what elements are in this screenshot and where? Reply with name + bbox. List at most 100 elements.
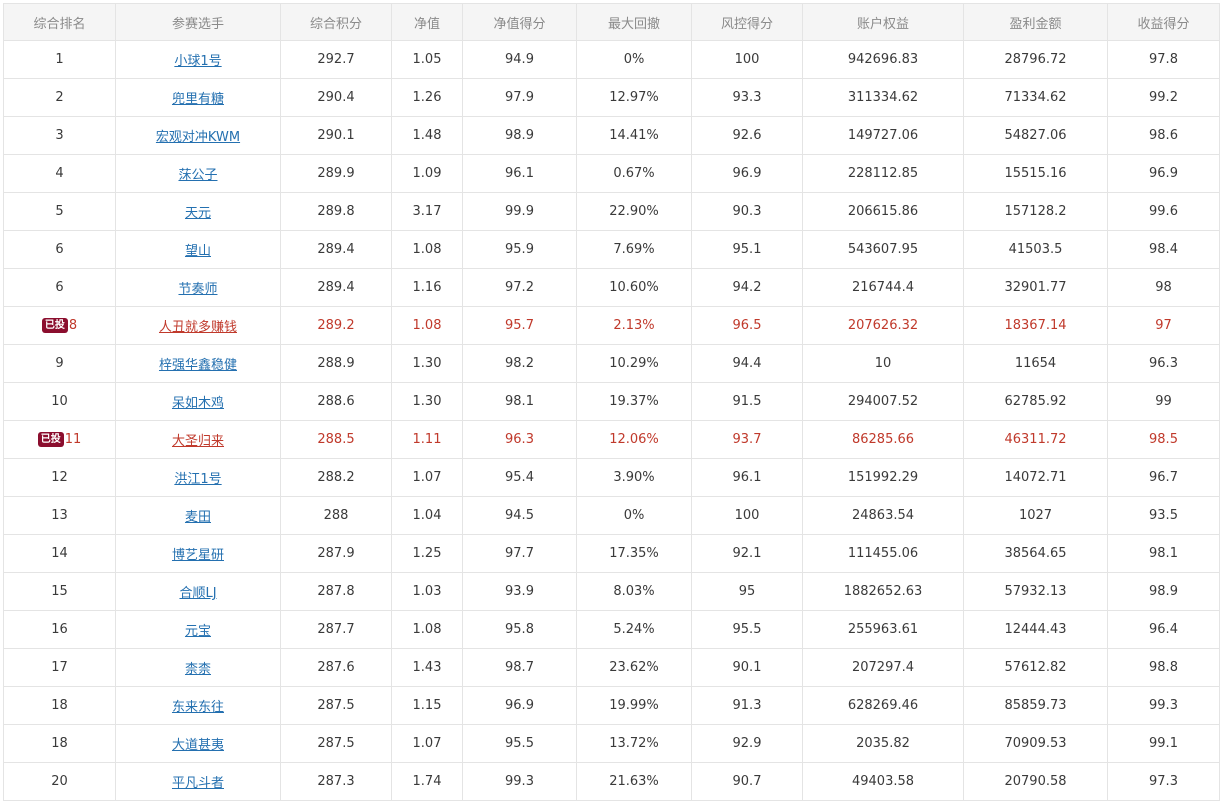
risk-score-cell: 92.6 <box>691 116 803 155</box>
profit-cell: 157128.2 <box>963 192 1108 231</box>
nav-score-cell: 97.9 <box>462 78 577 117</box>
max-drawdown-cell: 12.97% <box>576 78 692 117</box>
rank-value: 4 <box>55 166 64 181</box>
nav-score-cell: 97.7 <box>462 534 577 573</box>
header-risk-score[interactable]: 风控得分 <box>691 3 803 41</box>
table-body: 1 小球1号 292.7 1.05 94.9 0% 100 942696.83 … <box>3 40 1220 801</box>
player-cell: 合顺LJ <box>115 572 281 611</box>
nav-cell: 1.03 <box>391 572 463 611</box>
player-cell: 望山 <box>115 230 281 269</box>
header-nav[interactable]: 净值 <box>391 3 463 41</box>
return-score-cell: 93.5 <box>1107 496 1220 535</box>
rank-cell: 3 <box>3 116 116 155</box>
header-profit[interactable]: 盈利金额 <box>963 3 1108 41</box>
player-name-link[interactable]: 麦田 <box>184 510 211 525</box>
nav-cell: 1.07 <box>391 724 463 763</box>
equity-cell: 255963.61 <box>802 610 964 649</box>
max-drawdown-cell: 14.41% <box>576 116 692 155</box>
rank-value: 8 <box>68 318 78 333</box>
player-name-link[interactable]: 人丑就多赚钱 <box>158 320 237 335</box>
player-name-link[interactable]: 平凡斗者 <box>171 776 224 791</box>
nav-score-cell: 97.2 <box>462 268 577 307</box>
rank-value: 16 <box>51 622 68 637</box>
total-score-cell: 290.1 <box>280 116 392 155</box>
ranking-table-container: 综合排名 参赛选手 综合积分 净值 净值得分 最大回撤 风控得分 账户权益 盈利… <box>3 3 1220 801</box>
max-drawdown-cell: 21.63% <box>576 762 692 801</box>
player-name-link[interactable]: 博艺星研 <box>171 548 224 563</box>
player-name-link[interactable]: 大圣归来 <box>171 434 224 449</box>
max-drawdown-cell: 23.62% <box>576 648 692 687</box>
header-nav-score[interactable]: 净值得分 <box>462 3 577 41</box>
player-cell: 博艺星研 <box>115 534 281 573</box>
header-equity[interactable]: 账户权益 <box>802 3 964 41</box>
player-name-link[interactable]: 兜里有糖 <box>171 92 224 107</box>
player-name-link[interactable]: 节奏师 <box>178 282 218 297</box>
nav-cell: 1.30 <box>391 344 463 383</box>
nav-cell: 1.08 <box>391 230 463 269</box>
player-name-link[interactable]: 莯公子 <box>178 168 218 183</box>
profit-cell: 62785.92 <box>963 382 1108 421</box>
risk-score-cell: 95.5 <box>691 610 803 649</box>
header-player[interactable]: 参赛选手 <box>115 3 281 41</box>
player-name-link[interactable]: 大道甚夷 <box>171 738 224 753</box>
header-max-drawdown[interactable]: 最大回撤 <box>576 3 692 41</box>
player-name-link[interactable]: 元宝 <box>184 624 211 639</box>
header-total-score[interactable]: 综合积分 <box>280 3 392 41</box>
nav-cell: 1.04 <box>391 496 463 535</box>
risk-score-cell: 94.2 <box>691 268 803 307</box>
profit-cell: 15515.16 <box>963 154 1108 193</box>
nav-score-cell: 95.7 <box>462 306 577 345</box>
player-name-link[interactable]: 望山 <box>184 244 211 259</box>
equity-cell: 149727.06 <box>802 116 964 155</box>
total-score-cell: 287.7 <box>280 610 392 649</box>
nav-score-cell: 98.9 <box>462 116 577 155</box>
player-name-link[interactable]: 小球1号 <box>174 54 222 69</box>
header-return-score[interactable]: 收益得分 <box>1107 3 1220 41</box>
rank-value: 20 <box>51 774 68 789</box>
player-cell: 平凡斗者 <box>115 762 281 801</box>
player-name-link[interactable]: 合顺LJ <box>179 586 217 601</box>
player-name-link[interactable]: 东来东往 <box>171 700 224 715</box>
nav-score-cell: 96.9 <box>462 686 577 725</box>
max-drawdown-cell: 12.06% <box>576 420 692 459</box>
return-score-cell: 96.4 <box>1107 610 1220 649</box>
return-score-cell: 99.3 <box>1107 686 1220 725</box>
risk-score-cell: 92.9 <box>691 724 803 763</box>
rank-cell: 4 <box>3 154 116 193</box>
risk-score-cell: 100 <box>691 496 803 535</box>
risk-score-cell: 96.1 <box>691 458 803 497</box>
player-name-link[interactable]: 宏观对冲KWM <box>155 130 241 145</box>
risk-score-cell: 96.9 <box>691 154 803 193</box>
rank-value: 18 <box>51 736 68 751</box>
player-name-link[interactable]: 梓强华鑫稳健 <box>158 358 237 373</box>
nav-cell: 1.74 <box>391 762 463 801</box>
rank-value: 13 <box>51 508 68 523</box>
header-rank[interactable]: 综合排名 <box>3 3 116 41</box>
nav-cell: 1.43 <box>391 648 463 687</box>
player-cell: 柰柰 <box>115 648 281 687</box>
player-cell: 莯公子 <box>115 154 281 193</box>
nav-cell: 1.25 <box>391 534 463 573</box>
rank-cell: 13 <box>3 496 116 535</box>
risk-score-cell: 90.3 <box>691 192 803 231</box>
return-score-cell: 98.1 <box>1107 534 1220 573</box>
equity-cell: 628269.46 <box>802 686 964 725</box>
risk-score-cell: 90.7 <box>691 762 803 801</box>
player-name-link[interactable]: 洪江1号 <box>174 472 222 487</box>
max-drawdown-cell: 0.67% <box>576 154 692 193</box>
nav-cell: 1.08 <box>391 610 463 649</box>
player-name-link[interactable]: 柰柰 <box>184 662 211 677</box>
player-name-link[interactable]: 呆如木鸡 <box>171 396 224 411</box>
profit-cell: 28796.72 <box>963 40 1108 79</box>
equity-cell: 216744.4 <box>802 268 964 307</box>
rank-cell: 6 <box>3 268 116 307</box>
rank-value: 11 <box>64 432 82 447</box>
nav-score-cell: 99.9 <box>462 192 577 231</box>
nav-cell: 1.15 <box>391 686 463 725</box>
player-name-link[interactable]: 天元 <box>184 206 211 221</box>
nav-score-cell: 95.5 <box>462 724 577 763</box>
rank-value: 6 <box>55 242 64 257</box>
nav-score-cell: 96.3 <box>462 420 577 459</box>
player-cell: 人丑就多赚钱 <box>115 306 281 345</box>
nav-score-cell: 99.3 <box>462 762 577 801</box>
